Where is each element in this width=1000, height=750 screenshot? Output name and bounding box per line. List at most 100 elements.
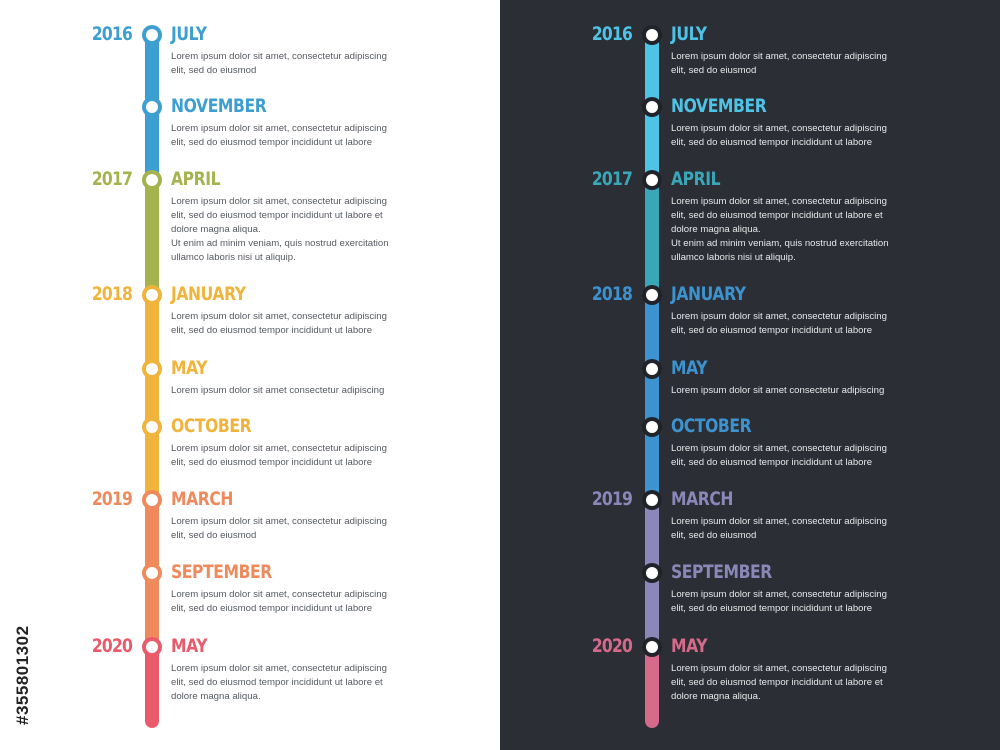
timeline-line-segment	[645, 573, 659, 647]
timeline-marker-center	[146, 363, 158, 375]
timeline-marker-center	[646, 567, 658, 579]
timeline-marker-center	[146, 641, 158, 653]
month-label: APRIL	[671, 168, 721, 190]
entry-description: Lorem ipsum dolor sit amet, consectetur …	[671, 123, 887, 148]
timeline-marker	[642, 637, 662, 657]
timeline-marker-center	[646, 494, 658, 506]
entry-description: Lorem ipsum dolor sit amet, consectetur …	[171, 663, 387, 702]
month-label: MAY	[171, 357, 208, 379]
timeline-line-segment	[145, 369, 159, 427]
month-label: JANUARY	[671, 283, 746, 305]
timeline-marker-center	[146, 289, 158, 301]
entry-description: Lorem ipsum dolor sit amet consectetur a…	[671, 385, 885, 396]
timeline-line-segment	[145, 500, 159, 573]
dark-timeline-panel: 2016 JULY Lorem ipsum dolor sit amet, cons…	[500, 0, 1000, 750]
timeline-line-segment	[645, 180, 659, 295]
timeline-line-segment	[145, 180, 159, 295]
timeline-marker-center	[146, 29, 158, 41]
entry-description: Lorem ipsum dolor sit amet, consectetur …	[671, 589, 887, 614]
year-label: 2017	[591, 168, 633, 190]
light-timeline-panel: 2016 JULY Lorem ipsum dolor sit amet, cons…	[91, 23, 389, 728]
timeline-line-segment	[645, 369, 659, 427]
entry-description: Lorem ipsum dolor sit amet, consectetur …	[671, 443, 887, 468]
timeline-marker	[642, 490, 662, 510]
timeline-marker-center	[646, 289, 658, 301]
timeline-marker-center	[146, 421, 158, 433]
timeline-marker-center	[646, 101, 658, 113]
month-label: APRIL	[171, 168, 221, 190]
timeline-marker	[642, 359, 662, 379]
month-label: MARCH	[171, 488, 233, 510]
timeline-line-segment	[145, 427, 159, 500]
timeline-line-segment	[645, 647, 659, 728]
timeline-marker	[142, 637, 162, 657]
month-label: JULY	[671, 23, 707, 45]
year-label: 2016	[91, 23, 133, 45]
timeline-marker-center	[146, 494, 158, 506]
entry-description: Lorem ipsum dolor sit amet, consectetur …	[171, 589, 387, 614]
year-label: 2018	[591, 283, 633, 305]
timeline-marker	[642, 97, 662, 117]
timeline-line-segment	[145, 647, 159, 728]
timeline-marker	[642, 285, 662, 305]
year-label: 2018	[91, 283, 133, 305]
timeline-marker	[142, 285, 162, 305]
month-label: MAY	[671, 635, 708, 657]
entry-description: Lorem ipsum dolor sit amet, consectetur …	[171, 123, 387, 148]
entry-description: Lorem ipsum dolor sit amet, consectetur …	[171, 311, 387, 336]
timeline-line-segment	[145, 107, 159, 180]
month-label: SEPTEMBER	[671, 561, 772, 583]
entry-description: Lorem ipsum dolor sit amet, consectetur …	[171, 443, 387, 468]
timeline-marker-center	[646, 29, 658, 41]
timeline-marker	[142, 563, 162, 583]
timeline-marker	[142, 359, 162, 379]
entry-description: Lorem ipsum dolor sit amet, consectetur …	[171, 51, 387, 76]
timeline-marker-center	[646, 641, 658, 653]
entry-description: Lorem ipsum dolor sit amet, consectetur …	[171, 196, 389, 263]
month-label: JULY	[171, 23, 207, 45]
stock-id-watermark: #355801302	[8, 515, 32, 725]
timeline-marker-center	[146, 101, 158, 113]
timeline-marker-center	[646, 174, 658, 186]
entry-description: Lorem ipsum dolor sit amet, consectetur …	[171, 516, 387, 541]
timeline-line-segment	[145, 573, 159, 647]
year-label: 2020	[91, 635, 133, 657]
entry-description: Lorem ipsum dolor sit amet, consectetur …	[671, 663, 887, 702]
timeline-marker	[142, 490, 162, 510]
timeline-marker	[142, 170, 162, 190]
year-label: 2019	[591, 488, 633, 510]
month-label: NOVEMBER	[671, 95, 767, 117]
timeline-marker	[142, 97, 162, 117]
timeline-marker	[642, 25, 662, 45]
timeline-marker-center	[646, 421, 658, 433]
year-label: 2016	[591, 23, 633, 45]
timeline-line-segment	[645, 427, 659, 500]
timeline-marker	[642, 170, 662, 190]
month-label: JANUARY	[171, 283, 246, 305]
timeline-marker	[142, 417, 162, 437]
entry-description: Lorem ipsum dolor sit amet, consectetur …	[671, 51, 887, 76]
month-label: SEPTEMBER	[171, 561, 272, 583]
year-label: 2017	[91, 168, 133, 190]
timeline-line-segment	[145, 295, 159, 369]
timeline-marker	[642, 417, 662, 437]
timeline-line-segment	[645, 500, 659, 573]
entry-description: Lorem ipsum dolor sit amet, consectetur …	[671, 196, 889, 263]
timeline-line-segment	[145, 27, 159, 107]
timeline-marker-center	[646, 363, 658, 375]
stock-id-text: #355801302	[13, 625, 32, 725]
entry-description: Lorem ipsum dolor sit amet consectetur a…	[171, 385, 385, 396]
timeline-line-segment	[645, 27, 659, 107]
entry-description: Lorem ipsum dolor sit amet, consectetur …	[671, 311, 887, 336]
year-label: 2019	[91, 488, 133, 510]
timeline-marker-center	[146, 174, 158, 186]
month-label: MAY	[671, 357, 708, 379]
timeline-marker	[642, 563, 662, 583]
timeline-line-segment	[645, 295, 659, 369]
year-label: 2020	[591, 635, 633, 657]
month-label: OCTOBER	[171, 415, 252, 437]
timeline-marker-center	[146, 567, 158, 579]
month-label: MARCH	[671, 488, 733, 510]
month-label: OCTOBER	[671, 415, 752, 437]
month-label: MAY	[171, 635, 208, 657]
